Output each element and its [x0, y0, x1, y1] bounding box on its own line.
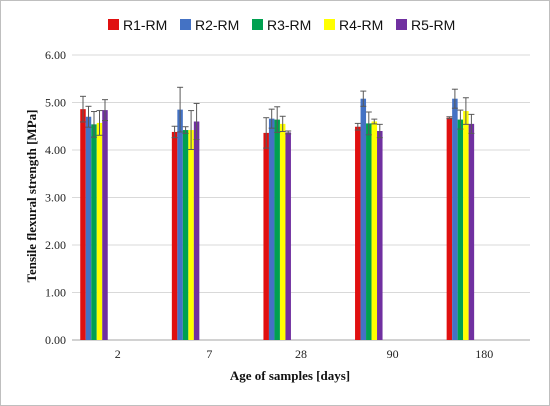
x-tick-label: 180 — [475, 347, 493, 361]
legend-swatch — [180, 19, 191, 30]
bar-r4-rm-90 — [371, 121, 378, 340]
x-tick-label: 28 — [295, 347, 307, 361]
bars — [80, 98, 475, 341]
bar-r1-rm-180 — [446, 117, 453, 340]
bar-r3-rm-90 — [366, 123, 372, 341]
bar-r4-rm-7 — [188, 130, 194, 340]
y-axis: 0.00 1.00 2.00 3.00 4.00 5.00 6.00 — [45, 48, 66, 347]
x-tick-label: 90 — [387, 347, 399, 361]
y-tick-label: 2.00 — [45, 238, 66, 252]
legend-swatch — [252, 19, 263, 30]
x-tick-label: 7 — [206, 347, 212, 361]
y-tick-label: 3.00 — [45, 191, 66, 205]
y-tick-label: 0.00 — [45, 333, 66, 347]
bar-r3-rm-28 — [274, 119, 280, 340]
bar-r3-rm-2 — [91, 124, 97, 340]
bar-r1-rm-90 — [355, 126, 361, 340]
bar-r4-rm-28 — [279, 123, 286, 340]
bar-r5-rm-28 — [285, 132, 291, 340]
legend-label: R5-RM — [411, 17, 455, 33]
x-axis: 2 7 28 90 180 — [115, 347, 493, 361]
bar-r1-rm-7 — [171, 131, 178, 340]
legend-label: R1-RM — [123, 17, 167, 33]
y-tick-label: 4.00 — [45, 143, 66, 157]
legend-swatch — [108, 19, 119, 30]
bar-r2-rm-7 — [177, 109, 183, 340]
y-tick-label: 6.00 — [45, 48, 66, 62]
legend-swatch — [324, 19, 335, 30]
y-tick-label: 1.00 — [45, 286, 66, 300]
legend-label: R3-RM — [267, 17, 311, 33]
bar-r5-rm-90 — [377, 131, 383, 340]
y-tick-label: 5.00 — [45, 96, 66, 110]
legend-swatch — [396, 19, 407, 30]
x-axis-title: Age of samples [days] — [230, 368, 350, 383]
bar-r4-rm-180 — [463, 111, 469, 340]
bar-r2-rm-180 — [452, 98, 458, 340]
bar-r3-rm-180 — [457, 119, 464, 340]
bar-r4-rm-2 — [96, 122, 103, 340]
bar-r1-rm-28 — [263, 132, 269, 340]
bar-r5-rm-180 — [468, 123, 475, 340]
legend: R1-RM R2-RM R3-RM R4-RM R5-RM — [108, 17, 455, 33]
error-bars — [79, 86, 475, 151]
bar-r2-rm-2 — [85, 116, 92, 340]
bar-r2-rm-28 — [268, 118, 275, 341]
bar-r5-rm-7 — [193, 121, 200, 340]
bar-r1-rm-2 — [80, 109, 86, 341]
y-axis-title: Tensile flexural strength [MPa] — [24, 110, 39, 283]
bar-r5-rm-2 — [102, 110, 108, 340]
legend-label: R4-RM — [339, 17, 383, 33]
legend-label: R2-RM — [195, 17, 239, 33]
bar-r2-rm-90 — [360, 98, 367, 340]
x-tick-label: 2 — [115, 347, 121, 361]
bar-r3-rm-7 — [182, 130, 189, 340]
